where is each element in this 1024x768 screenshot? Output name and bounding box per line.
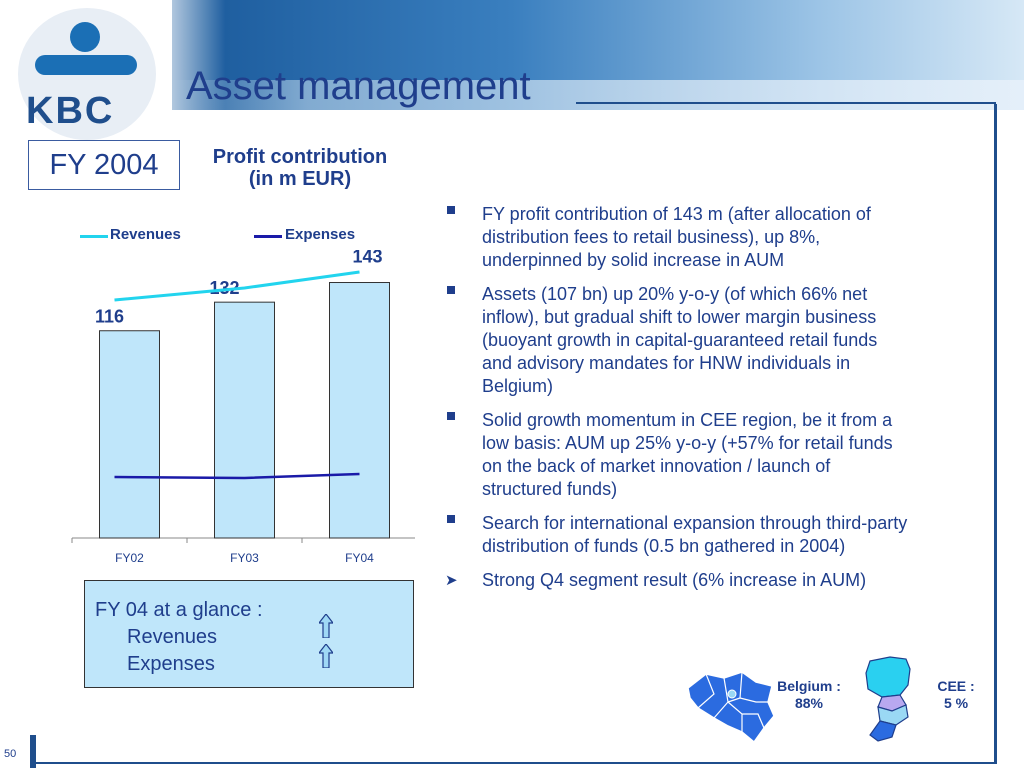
bullet-list: FY profit contribution of 143 m (after a… <box>442 203 910 603</box>
glance-box: FY 04 at a glance : Revenues Expenses <box>84 580 414 688</box>
bullet-text: FY profit contribution of 143 m (after a… <box>482 204 871 270</box>
square-bullet-icon <box>447 286 455 294</box>
chart-title-line-2: (in m EUR) <box>248 168 352 190</box>
logo-arms-icon <box>35 55 137 75</box>
glance-title: FY 04 at a glance : <box>95 599 263 621</box>
profit-chart: 116 FY02 132 FY03 143 FY04 <box>71 250 415 565</box>
bullet-item: FY profit contribution of 143 m (after a… <box>442 203 910 272</box>
expenses-line <box>114 472 360 480</box>
logo-head-icon <box>70 22 100 52</box>
chart-title-line-1: Profit contribution <box>212 146 388 168</box>
kbc-logo: KBC <box>0 0 172 140</box>
belgium-map-icon <box>687 671 775 744</box>
frame-bottom-line <box>30 762 996 764</box>
x-tick-label: FY02 <box>115 551 144 565</box>
revenues-line <box>114 270 360 302</box>
bullet-item: Assets (107 bn) up 20% y-o-y (of which 6… <box>442 283 910 398</box>
frame-right-line <box>994 104 997 764</box>
glance-expenses-label: Expenses <box>127 653 215 675</box>
square-bullet-icon <box>447 515 455 523</box>
bullet-item: Search for international expansion throu… <box>442 512 910 558</box>
legend-revenues-label: Revenues <box>110 226 181 243</box>
up-arrow-icon <box>319 644 333 668</box>
cee-label-line-2: 5 % <box>943 695 969 711</box>
cee-label-line-1: CEE : <box>937 678 975 694</box>
bar-data-label: 132 <box>209 278 239 298</box>
up-arrow-icon <box>319 614 333 638</box>
x-tick-label: FY04 <box>345 551 374 565</box>
bar <box>329 282 390 539</box>
chart-title: Profit contribution (in m EUR) <box>180 146 420 190</box>
page-title: Asset management <box>186 64 531 108</box>
bullet-text: Solid growth momentum in CEE region, be … <box>482 410 893 499</box>
bullet-item: ➤ Strong Q4 segment result (6% increase i… <box>442 569 910 592</box>
frame-top-line <box>576 102 996 104</box>
cee-label: CEE : 5 % <box>922 678 990 712</box>
legend-expenses-swatch <box>254 235 282 238</box>
bar <box>214 301 275 539</box>
chart-legend: Revenues Expenses <box>80 226 410 246</box>
bar <box>99 330 160 539</box>
belgium-label-line-1: Belgium : <box>777 678 841 694</box>
bullet-item: Solid growth momentum in CEE region, be … <box>442 409 910 501</box>
bullet-text: Search for international expansion throu… <box>482 513 908 556</box>
chevron-bullet-icon: ➤ <box>445 572 458 589</box>
logo-text: KBC <box>26 90 115 132</box>
bullet-text: Strong Q4 segment result (6% increase in… <box>482 570 867 590</box>
legend-expenses-label: Expenses <box>285 226 356 243</box>
bar-data-label: 143 <box>352 250 382 267</box>
period-box: FY 2004 <box>28 140 180 190</box>
belgium-label-line-2: 88% <box>794 695 824 711</box>
legend-revenues-swatch <box>80 235 108 238</box>
bar-data-label: 116 <box>95 307 124 327</box>
cee-map-icon <box>865 656 911 742</box>
bullet-text: Assets (107 bn) up 20% y-o-y (of which 6… <box>482 284 878 396</box>
belgium-label: Belgium : 88% <box>764 678 854 712</box>
square-bullet-icon <box>447 412 455 420</box>
glance-revenues-label: Revenues <box>127 626 218 648</box>
square-bullet-icon <box>447 206 455 214</box>
page-number: 50 <box>4 748 17 760</box>
x-tick-label: FY03 <box>230 551 259 565</box>
frame-bottom-left-line <box>30 735 36 768</box>
